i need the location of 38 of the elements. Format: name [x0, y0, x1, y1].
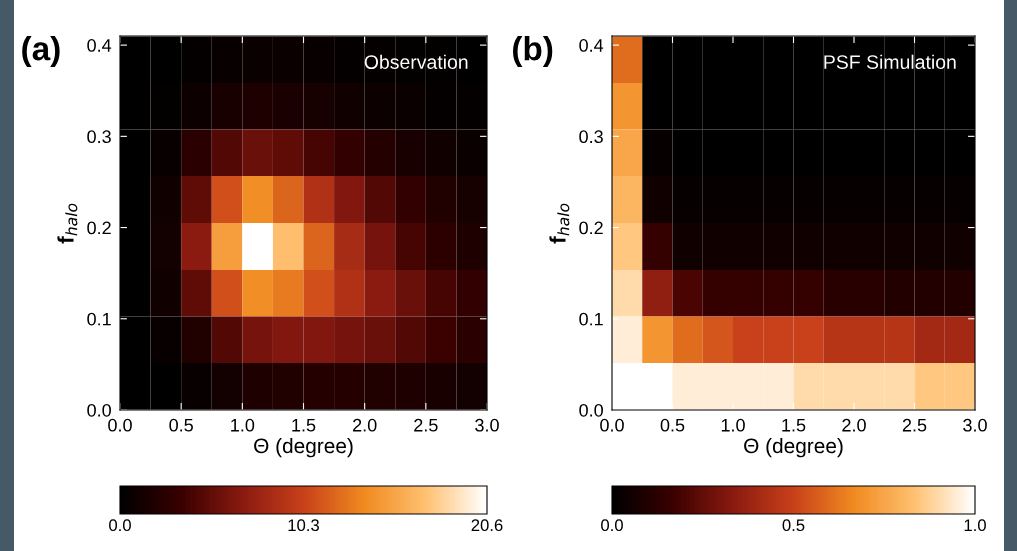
x-tick-label: 2.0	[353, 418, 377, 432]
x-tick-label: 0.0	[108, 418, 132, 432]
x-tick-label: 0.0	[600, 418, 624, 432]
color-bar-label: 1.0	[964, 519, 986, 532]
y-tick-label: 0.2	[87, 221, 111, 235]
y-axis-title: f$_{halo}$	[57, 203, 78, 244]
annotation: Observation	[364, 54, 468, 69]
x-axis-title: Θ (degree)	[254, 437, 353, 458]
color-bar-label: 20.6	[471, 519, 503, 532]
y-tick-label: 0.1	[87, 312, 111, 326]
y-tick-label: 0.3	[87, 130, 111, 144]
color-bar-label: 0.0	[109, 519, 131, 532]
x-tick-label: 2.0	[842, 418, 866, 432]
color-bar-label: 10.3	[288, 519, 319, 532]
x-tick-label: 1.0	[721, 418, 745, 432]
color-bar-label: 0.5	[782, 519, 805, 532]
y-tick-label: 0.3	[579, 130, 603, 144]
x-tick-label: 3.0	[475, 418, 499, 432]
chart-title: (a)	[22, 36, 60, 68]
x-tick-label: 0.5	[169, 418, 193, 432]
y-tick-label: 0.4	[87, 39, 112, 52]
chart-title: (b)	[513, 36, 553, 68]
x-tick-label: 2.5	[902, 418, 927, 432]
x-axis-title: Θ (degree)	[744, 437, 843, 458]
color-bar-label: 0.0	[601, 519, 623, 532]
y-tick-label: 0.4	[579, 39, 604, 52]
x-tick-label: 1.5	[292, 419, 316, 432]
annotation: PSF Simulation	[824, 54, 956, 69]
x-tick-label: 0.5	[660, 418, 685, 432]
y-tick-label: 0.0	[579, 403, 603, 417]
x-tick-label: 2.5	[414, 418, 438, 432]
y-tick-label: 0.2	[579, 221, 603, 235]
y-tick-label: 0.1	[579, 312, 603, 326]
x-tick-label: 1.5	[782, 419, 806, 432]
y-axis-title: f$_{halo}$	[549, 203, 570, 244]
x-tick-label: 1.0	[231, 418, 255, 432]
x-tick-label: 3.0	[963, 418, 987, 432]
y-tick-label: 0.0	[87, 403, 111, 417]
